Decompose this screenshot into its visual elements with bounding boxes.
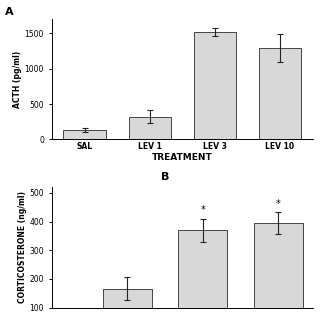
Bar <box>254 223 303 308</box>
Y-axis label: CORTICOSTERONE (ng/ml): CORTICOSTERONE (ng/ml) <box>18 191 27 303</box>
Text: A: A <box>4 7 13 17</box>
Text: *: * <box>200 205 205 215</box>
Bar <box>194 32 236 140</box>
Bar <box>103 289 152 308</box>
Bar <box>63 130 106 140</box>
Text: B: B <box>161 172 170 182</box>
Text: *: * <box>276 199 281 209</box>
X-axis label: TREATMENT: TREATMENT <box>152 153 213 162</box>
Bar <box>178 230 228 308</box>
Bar <box>129 117 171 140</box>
Y-axis label: ACTH (pg/ml): ACTH (pg/ml) <box>13 51 22 108</box>
Bar <box>259 48 301 140</box>
